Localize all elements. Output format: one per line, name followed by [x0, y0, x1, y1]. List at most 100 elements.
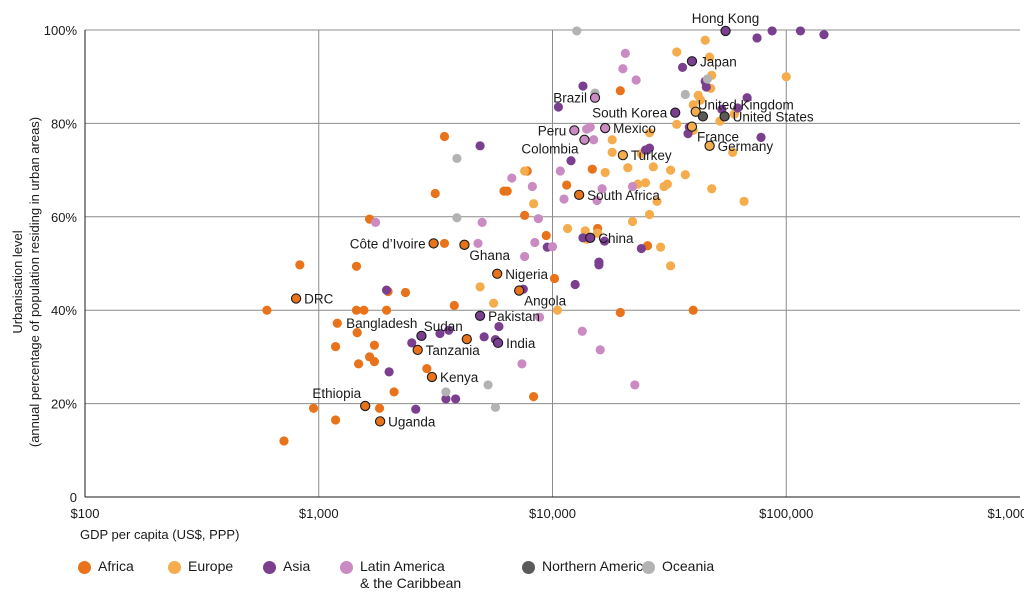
data-point [700, 35, 710, 45]
y-tick-label: 60% [51, 210, 77, 225]
data-point [672, 47, 682, 57]
legend-item: Asia [263, 558, 310, 575]
data-point [665, 165, 676, 175]
data-point [308, 403, 319, 413]
data-point [615, 86, 625, 96]
point-label: Kenya [440, 370, 479, 385]
data-point [742, 93, 752, 103]
data-point [701, 82, 711, 92]
point-label: Mexico [613, 121, 656, 136]
data-point [677, 62, 688, 72]
labeled-data-point [416, 330, 427, 342]
data-point [528, 391, 539, 402]
data-point [449, 300, 459, 311]
data-point [594, 260, 604, 270]
labeled-data-point [461, 334, 472, 345]
grid-lines [85, 29, 1020, 497]
labeled-data-point [690, 106, 701, 117]
data-point [615, 307, 625, 318]
point-label: Germany [718, 139, 774, 154]
data-point [644, 143, 655, 153]
data-point [533, 214, 543, 224]
data-point [644, 128, 655, 138]
data-point [578, 233, 588, 243]
y-tick-label: 100% [44, 23, 78, 38]
labeled-data-point [492, 337, 504, 349]
data-points [262, 25, 829, 446]
point-label: Ethiopia [312, 386, 361, 401]
point-label: United Kingdom [698, 98, 794, 113]
data-point [381, 285, 392, 295]
data-point [600, 167, 610, 178]
data-point [353, 359, 364, 369]
labeled-data-point [573, 189, 585, 201]
point-label: Colombia [521, 142, 579, 157]
data-point [665, 261, 676, 271]
data-point [384, 367, 394, 377]
point-label: Côte d’Ivoire [350, 236, 426, 251]
point-labels: DRC Bangladesh Tanzania Kenya Ethiopia Uganda… [304, 11, 814, 429]
data-point [631, 75, 641, 85]
data-point [351, 305, 362, 315]
data-point [411, 404, 421, 414]
labeled-data-point [426, 371, 438, 383]
legend-label: Africa [98, 558, 134, 574]
data-point [695, 95, 706, 105]
data-point [520, 166, 530, 176]
y-tick-label: 40% [51, 303, 77, 318]
data-point [369, 356, 379, 367]
data-point [728, 147, 738, 157]
data-point [473, 238, 483, 249]
data-point [330, 415, 341, 425]
data-point [577, 326, 587, 336]
data-point [585, 122, 595, 132]
x-tick-label: $10,000 [529, 506, 576, 521]
data-point [580, 226, 590, 236]
labeled-data-point [686, 56, 698, 67]
data-point [795, 26, 806, 36]
point-label: Sudan [424, 319, 463, 334]
data-point [578, 81, 588, 91]
data-point [555, 166, 565, 176]
data-point [389, 387, 399, 397]
data-point [618, 64, 628, 74]
data-point [672, 119, 682, 129]
point-label: Tanzania [426, 343, 481, 358]
data-point [705, 52, 715, 62]
data-point [507, 173, 517, 183]
x-tick-labels: $100 $1,000 $10,000 $100,000 $1,000,000 [71, 506, 1024, 521]
point-label: France [697, 130, 739, 145]
x-tick-label: $100,000 [759, 506, 813, 521]
legend-swatch [263, 561, 276, 574]
point-label: Pakistan [488, 309, 540, 324]
labeled-data-point [474, 310, 486, 321]
labeled-data-point [720, 25, 731, 37]
data-point [627, 216, 638, 227]
labeled-data-point [290, 293, 302, 304]
x-tick-label: $100 [71, 506, 100, 521]
data-point [680, 89, 690, 100]
data-point [547, 242, 558, 252]
data-point [662, 179, 672, 189]
data-point [595, 345, 605, 355]
data-point [475, 282, 485, 292]
data-point [599, 236, 610, 246]
data-point [592, 195, 602, 206]
data-point [527, 181, 537, 192]
data-point [655, 242, 666, 252]
data-point [332, 318, 342, 328]
data-point [520, 251, 530, 262]
data-point [430, 188, 440, 199]
data-point [562, 223, 573, 234]
point-label: DRC [304, 292, 333, 307]
data-point [752, 33, 762, 43]
data-point [733, 103, 743, 113]
data-point [452, 153, 462, 164]
data-point [279, 436, 289, 446]
data-point [502, 186, 512, 196]
legend-label: Northern America [542, 558, 651, 574]
data-point [593, 228, 603, 238]
data-point [359, 305, 369, 315]
data-point [439, 131, 450, 142]
y-tick-labels: 0 20% 40% 60% 80% 100% [44, 23, 78, 505]
